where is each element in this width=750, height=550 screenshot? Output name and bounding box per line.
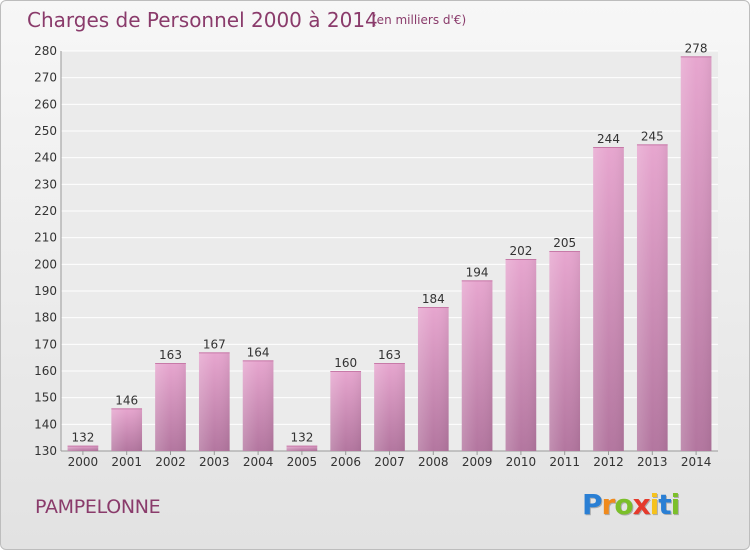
data-label: 205 [553, 236, 576, 250]
data-label: 167 [203, 337, 226, 351]
y-tick-label: 190 [34, 284, 57, 298]
data-label: 132 [290, 431, 313, 445]
logo-letter: i [670, 488, 681, 521]
x-tick-label: 2003 [199, 455, 230, 469]
logo-letter: t [658, 488, 671, 521]
data-label: 245 [641, 129, 664, 143]
x-tick-label: 2006 [330, 455, 361, 469]
y-tick-label: 140 [34, 417, 57, 431]
y-tick-label: 200 [34, 257, 57, 271]
x-tick-label: 2012 [593, 455, 624, 469]
y-tick-label: 260 [34, 97, 57, 111]
bar-shade [330, 371, 362, 451]
data-label: 202 [509, 244, 532, 258]
x-tick-label: 2004 [243, 455, 274, 469]
x-tick-label: 2002 [155, 455, 186, 469]
logo-letter: o [614, 488, 633, 521]
x-tick-label: 2014 [681, 455, 712, 469]
bar-shade [636, 144, 668, 452]
bar-shade [242, 360, 274, 451]
y-tick-label: 180 [34, 311, 57, 325]
bar-shade [111, 408, 143, 451]
logo-letter: r [601, 488, 616, 521]
data-label: 244 [597, 132, 620, 146]
x-tick-label: 2011 [549, 455, 580, 469]
y-tick-label: 150 [34, 391, 57, 405]
data-label: 164 [247, 345, 270, 359]
data-label: 132 [71, 431, 94, 445]
bar-shade [505, 259, 537, 451]
bar-shade [198, 352, 230, 451]
x-tick-label: 2013 [637, 455, 668, 469]
data-label: 146 [115, 393, 138, 407]
data-label: 163 [378, 348, 401, 362]
commune-name: PAMPELONNE [35, 496, 161, 518]
x-tick-label: 2000 [68, 455, 99, 469]
x-tick-label: 2007 [374, 455, 405, 469]
bar-shade [549, 251, 581, 451]
data-label: 184 [422, 292, 445, 306]
y-tick-label: 170 [34, 337, 57, 351]
y-tick-label: 270 [34, 71, 57, 85]
x-tick-label: 2008 [418, 455, 449, 469]
y-tick-label: 220 [34, 204, 57, 218]
x-tick-label: 2009 [462, 455, 493, 469]
y-tick-label: 230 [34, 177, 57, 191]
logo-letter: P [582, 488, 603, 521]
bar-shade [680, 56, 712, 451]
data-label: 160 [334, 356, 357, 370]
y-tick-label: 250 [34, 124, 57, 138]
y-tick-label: 240 [34, 151, 57, 165]
bar-shade [155, 363, 186, 451]
logo-letter: i [649, 488, 660, 521]
proxiti-logo: Proxiti [582, 488, 681, 521]
bar-shade [461, 280, 493, 451]
bar-shade [67, 445, 99, 451]
data-label: 278 [685, 41, 708, 55]
bar-shade [286, 445, 318, 451]
y-tick-label: 130 [34, 444, 57, 458]
data-label: 163 [159, 348, 182, 362]
y-tick-label: 210 [34, 231, 57, 245]
chart-subtitle: (en milliers d'€) [372, 13, 467, 27]
y-tick-label: 160 [34, 364, 57, 378]
chart-title: Charges de Personnel 2000 à 2014 [27, 8, 378, 32]
y-tick-label: 280 [34, 44, 57, 58]
bar-shade [417, 307, 449, 451]
logo-letter: x [632, 488, 651, 521]
bar-shade [593, 147, 624, 451]
x-tick-label: 2005 [287, 455, 318, 469]
x-tick-label: 2001 [111, 455, 142, 469]
bar-shade [374, 363, 405, 451]
x-tick-label: 2010 [506, 455, 537, 469]
data-label: 194 [466, 265, 489, 279]
